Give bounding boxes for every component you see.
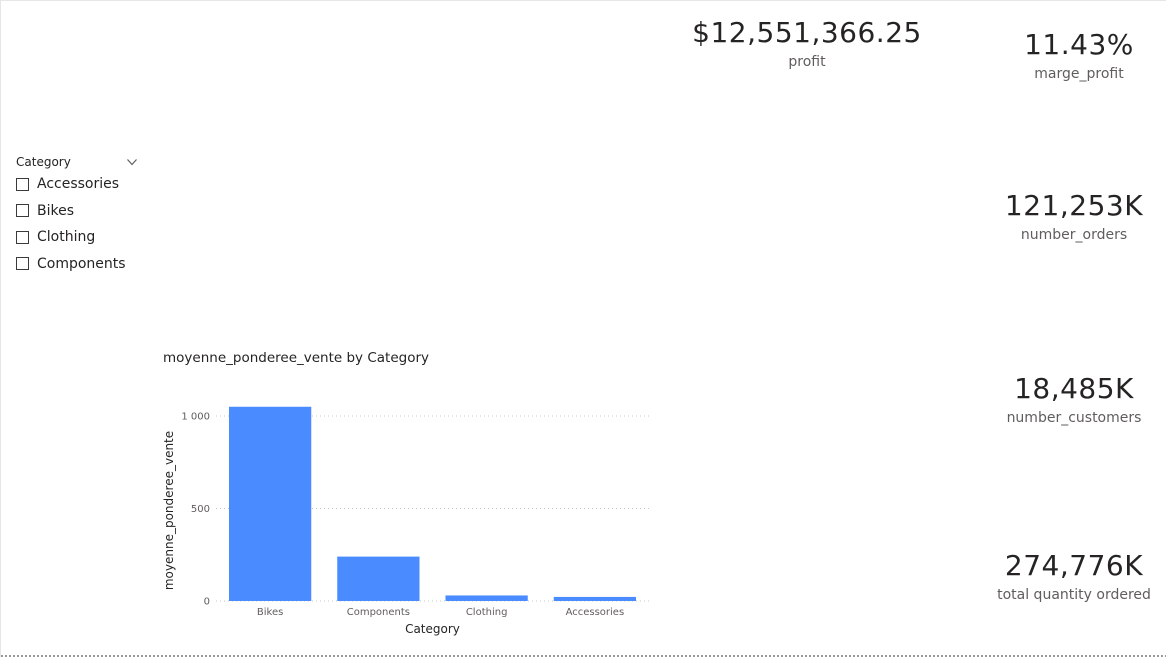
- x-tick-label: Components: [347, 607, 410, 618]
- x-tick-label: Bikes: [257, 607, 283, 618]
- slicer-item-label: Clothing: [37, 229, 96, 246]
- category-slicer: Category Accessories Bikes Clothing Comp…: [16, 153, 141, 277]
- slicer-item-clothing[interactable]: Clothing: [16, 224, 141, 251]
- page-bottom-border: [1, 654, 1166, 657]
- total-quantity-value: 274,776K: [1004, 549, 1144, 582]
- profit-card[interactable]: $12,551,366.25 profit: [691, 16, 923, 71]
- slicer-item-label: Bikes: [37, 202, 75, 219]
- total-quantity-card[interactable]: 274,776K total quantity ordered: [994, 549, 1154, 604]
- number-customers-label: number_customers: [1006, 410, 1142, 426]
- checkbox[interactable]: [16, 257, 29, 271]
- profit-value: $12,551,366.25: [692, 16, 922, 49]
- number-customers-card[interactable]: 18,485K number_customers: [994, 372, 1154, 427]
- total-quantity-label: total quantity ordered: [997, 587, 1151, 603]
- slicer-item-accessories[interactable]: Accessories: [16, 171, 141, 198]
- chevron-down-icon[interactable]: [126, 156, 138, 168]
- chart-title: moyenne_ponderee_vente by Category: [163, 350, 430, 366]
- bar-accessories[interactable]: [553, 596, 637, 601]
- marge-profit-label: marge_profit: [1034, 66, 1124, 82]
- x-tick-label: Accessories: [566, 607, 625, 618]
- y-axis-title: moyenne_ponderee_vente: [162, 431, 176, 590]
- checkbox[interactable]: [16, 177, 29, 191]
- number-orders-card[interactable]: 121,253K number_orders: [994, 189, 1154, 244]
- number-orders-label: number_orders: [1020, 227, 1128, 243]
- slicer-header: Category: [16, 153, 141, 171]
- slicer-title: Category: [16, 155, 71, 169]
- bar-bikes[interactable]: [228, 406, 312, 601]
- marge-profit-value: 11.43%: [1024, 28, 1134, 61]
- number-orders-value: 121,253K: [1004, 189, 1144, 222]
- x-tick-label: Clothing: [466, 607, 508, 618]
- slicer-item-label: Accessories: [37, 176, 120, 193]
- profit-label: profit: [788, 54, 826, 70]
- slicer-item-bikes[interactable]: Bikes: [16, 198, 141, 225]
- marge-profit-card[interactable]: 11.43% marge_profit: [1004, 28, 1154, 83]
- bar-components[interactable]: [337, 556, 420, 601]
- y-tick-label: 500: [191, 504, 210, 515]
- bar-clothing[interactable]: [445, 595, 528, 601]
- x-axis-title: Category: [405, 622, 460, 636]
- checkbox[interactable]: [16, 204, 29, 218]
- bar-chart[interactable]: 0 500 1 000 Bikes Components Clothing Accessor…: [151, 386, 661, 641]
- checkbox[interactable]: [16, 230, 29, 244]
- slicer-item-label: Components: [37, 255, 126, 272]
- number-customers-value: 18,485K: [1014, 372, 1134, 405]
- slicer-item-components[interactable]: Components: [16, 251, 141, 278]
- y-tick-label: 0: [204, 597, 210, 608]
- y-tick-label: 1 000: [181, 412, 210, 423]
